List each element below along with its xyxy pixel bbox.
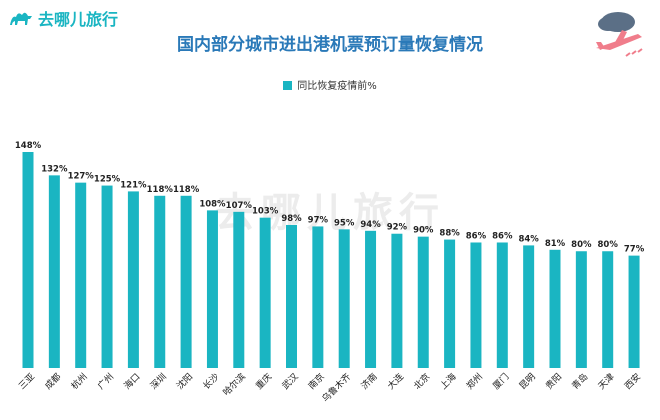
value-label-6: 118% xyxy=(173,185,200,195)
category-label-11: 南京 xyxy=(306,371,327,392)
category-label-4: 海口 xyxy=(121,371,142,392)
bar-6 xyxy=(180,195,192,368)
bar-21 xyxy=(575,251,587,368)
value-label-0: 148% xyxy=(15,141,42,151)
legend-label: 同比恢复疫情前% xyxy=(297,81,377,92)
category-label-2: 杭州 xyxy=(69,371,90,392)
category-label-15: 北京 xyxy=(411,371,432,392)
value-label-9: 103% xyxy=(252,207,279,217)
value-label-12: 95% xyxy=(334,218,355,228)
bar-13 xyxy=(365,230,377,368)
bar-20 xyxy=(549,249,561,368)
category-label-3: 广州 xyxy=(95,371,116,392)
category-label-18: 厦门 xyxy=(490,371,511,392)
value-label-20: 81% xyxy=(545,239,566,249)
value-label-10: 98% xyxy=(281,214,302,224)
category-label-12: 乌鲁木齐 xyxy=(319,371,353,405)
bar-10 xyxy=(286,224,297,368)
bar-8 xyxy=(233,211,245,368)
value-label-23: 77% xyxy=(624,245,645,255)
bar-15 xyxy=(417,236,429,368)
category-label-17: 郑州 xyxy=(464,371,485,392)
category-label-10: 武汉 xyxy=(279,371,300,392)
value-label-11: 97% xyxy=(308,215,329,225)
brand-name: 去哪儿旅行 xyxy=(38,10,119,29)
camel-logo-icon xyxy=(10,12,32,25)
value-label-2: 127% xyxy=(68,172,95,182)
bar-0 xyxy=(22,152,34,368)
bar-14 xyxy=(391,233,403,368)
brand-logo: 去哪儿旅行 xyxy=(8,6,118,30)
value-label-21: 80% xyxy=(571,240,592,250)
value-label-8: 107% xyxy=(226,201,253,211)
bar-9 xyxy=(259,217,271,368)
bar-17 xyxy=(470,242,482,368)
value-label-16: 88% xyxy=(439,229,460,239)
bar-3 xyxy=(101,185,113,368)
bar-23 xyxy=(628,255,640,368)
value-label-19: 84% xyxy=(518,234,539,244)
category-label-0: 三亚 xyxy=(17,371,38,392)
bar-2 xyxy=(75,182,87,368)
value-label-18: 86% xyxy=(492,231,513,241)
value-label-14: 92% xyxy=(387,223,408,233)
category-label-9: 重庆 xyxy=(253,371,274,392)
value-label-22: 80% xyxy=(598,240,619,250)
bar-19 xyxy=(523,245,535,368)
value-label-3: 125% xyxy=(94,175,121,185)
bar-7 xyxy=(206,210,218,368)
value-label-13: 94% xyxy=(360,220,381,230)
category-label-20: 贵阳 xyxy=(543,371,564,392)
bar-18 xyxy=(496,242,508,368)
chart-title: 国内部分城市进出港机票预订量恢复情况 xyxy=(177,35,483,55)
bar-16 xyxy=(444,239,456,368)
value-label-15: 90% xyxy=(413,226,434,236)
value-label-1: 132% xyxy=(41,164,68,174)
bar-12 xyxy=(338,229,350,368)
category-label-21: 青岛 xyxy=(569,371,590,392)
bar-11 xyxy=(312,226,324,368)
airplane-icon xyxy=(596,12,643,57)
bar-22 xyxy=(602,251,614,368)
category-label-14: 大连 xyxy=(385,371,406,392)
legend-swatch xyxy=(283,81,293,90)
category-label-19: 昆明 xyxy=(517,371,538,392)
value-label-17: 86% xyxy=(466,231,487,241)
category-label-1: 成都 xyxy=(42,371,63,392)
category-label-13: 济南 xyxy=(358,371,379,392)
value-label-5: 118% xyxy=(147,185,174,195)
chart-legend: 同比恢复疫情前% xyxy=(0,77,660,92)
value-label-7: 108% xyxy=(199,199,226,209)
bar-1 xyxy=(48,175,60,368)
category-label-7: 长沙 xyxy=(200,371,221,392)
value-label-4: 121% xyxy=(120,180,147,190)
category-label-5: 深圳 xyxy=(148,371,169,392)
bar-5 xyxy=(154,195,166,368)
category-label-23: 西安 xyxy=(622,371,643,392)
category-label-22: 天津 xyxy=(596,371,617,392)
category-label-6: 沈阳 xyxy=(174,371,195,392)
category-label-16: 上海 xyxy=(437,371,458,392)
bar-4 xyxy=(127,191,139,368)
category-label-8: 哈尔滨 xyxy=(220,371,248,399)
